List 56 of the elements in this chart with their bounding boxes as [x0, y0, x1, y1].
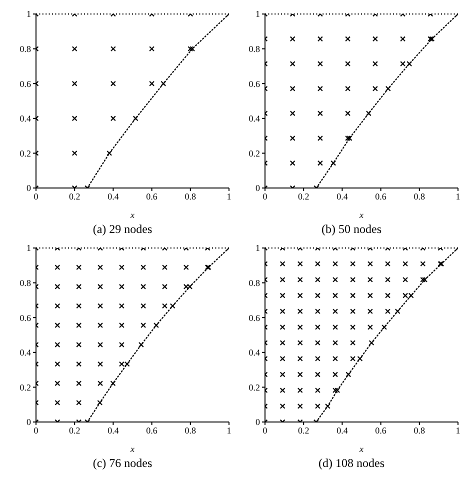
x-tick-label: 0.4 — [336, 191, 348, 202]
x-tick-label: 1 — [226, 425, 232, 436]
y-tick-label: 0.6 — [248, 312, 260, 323]
y-tick-label: 1 — [26, 243, 31, 254]
x-tick-label: 0.6 — [146, 425, 158, 436]
x-tick-label: 0.6 — [375, 425, 387, 436]
x-tick-label: 0.8 — [184, 425, 197, 436]
y-tick-label: 0.2 — [20, 382, 31, 392]
x-tick-label: 0.6 — [375, 191, 387, 202]
x-tick-label: 1 — [456, 425, 460, 436]
y-tick-label: 1 — [256, 243, 260, 254]
text: (d) 108 nodes — [318, 456, 386, 472]
y-tick-label: 0.4 — [248, 348, 260, 358]
text: (b) 50 nodes — [320, 222, 382, 238]
y-tick-label: 0.8 — [248, 278, 260, 288]
y-tick-label: 0.2 — [20, 148, 31, 158]
y-tick-label: 0.6 — [248, 78, 260, 89]
x-axis-title: x — [358, 210, 364, 220]
y-tick-label: 0.8 — [20, 278, 32, 288]
x-axis-title: x — [130, 444, 134, 454]
y-tick-label: 1 — [26, 9, 31, 20]
x-tick-label: 0.2 — [298, 425, 310, 436]
y-tick-label: 1 — [256, 9, 260, 20]
x-tick-label: 0 — [262, 425, 268, 436]
text: (c) 76 nodes — [92, 456, 154, 472]
x-tick-label: 0.2 — [298, 191, 310, 202]
y-tick-label: 0 — [26, 417, 32, 428]
x-tick-label: 0 — [34, 425, 39, 436]
y-tick-label: 0.4 — [248, 114, 260, 124]
x-tick-label: 0 — [262, 191, 268, 202]
x-axis-title: x — [358, 444, 364, 454]
x-tick-label: 0.8 — [184, 191, 197, 202]
y-tick-label: 0.8 — [248, 44, 260, 54]
y-tick-label: 0.4 — [20, 348, 32, 358]
y-tick-label: 0.4 — [20, 114, 32, 124]
x-tick-label: 0.8 — [414, 425, 426, 436]
y-tick-label: 0.6 — [20, 78, 32, 89]
x-axis-title: x — [130, 210, 134, 220]
x-tick-label: 0.8 — [414, 191, 426, 202]
x-tick-label: 0.6 — [146, 191, 158, 202]
x-tick-label: 1 — [226, 191, 232, 202]
x-tick-label: 0.2 — [68, 425, 80, 436]
x-tick-label: 1 — [456, 191, 460, 202]
x-tick-label: 0.4 — [336, 425, 348, 436]
x-tick-label: 0 — [34, 191, 39, 202]
x-tick-label: 0.2 — [68, 191, 80, 202]
y-tick-label: 0 — [26, 183, 32, 194]
text: (a) 29 nodes — [92, 222, 154, 238]
y-tick-label: 0.8 — [20, 44, 32, 54]
y-tick-label: 0.2 — [248, 382, 260, 392]
y-tick-label: 0.2 — [248, 148, 260, 158]
y-tick-label: 0 — [256, 417, 260, 428]
y-tick-label: 0.6 — [20, 312, 32, 323]
x-tick-label: 0.4 — [108, 191, 120, 202]
y-tick-label: 0 — [256, 183, 260, 194]
x-tick-label: 0.4 — [108, 425, 120, 436]
